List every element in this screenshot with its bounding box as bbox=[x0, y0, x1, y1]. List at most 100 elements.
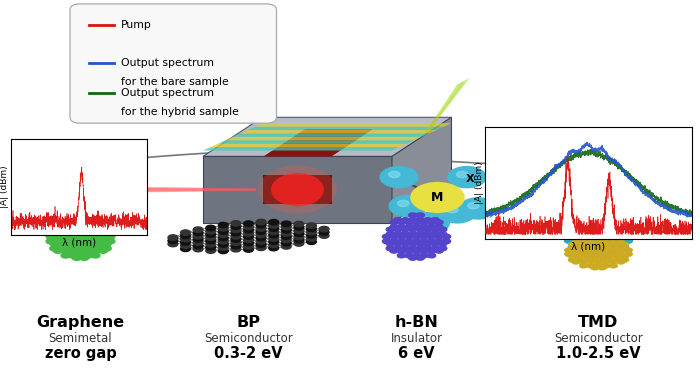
Circle shape bbox=[594, 260, 602, 264]
Circle shape bbox=[594, 252, 602, 256]
Circle shape bbox=[269, 232, 279, 238]
Y-axis label: |A| (dBm): |A| (dBm) bbox=[475, 161, 484, 204]
Circle shape bbox=[91, 253, 100, 258]
Circle shape bbox=[218, 232, 228, 237]
Circle shape bbox=[576, 219, 584, 224]
Circle shape bbox=[218, 248, 228, 254]
Circle shape bbox=[427, 225, 435, 230]
Circle shape bbox=[610, 251, 617, 256]
Circle shape bbox=[256, 242, 266, 247]
Circle shape bbox=[231, 221, 241, 226]
Circle shape bbox=[50, 231, 59, 237]
Circle shape bbox=[390, 234, 398, 239]
Circle shape bbox=[409, 218, 417, 222]
Circle shape bbox=[269, 226, 279, 231]
Circle shape bbox=[602, 251, 610, 256]
Circle shape bbox=[576, 241, 584, 245]
Circle shape bbox=[76, 234, 85, 239]
Text: Pump: Pump bbox=[121, 20, 152, 30]
Circle shape bbox=[617, 239, 625, 243]
Circle shape bbox=[617, 221, 625, 226]
Circle shape bbox=[382, 239, 391, 244]
Circle shape bbox=[193, 227, 203, 232]
Circle shape bbox=[448, 167, 486, 188]
Circle shape bbox=[181, 243, 190, 248]
Circle shape bbox=[390, 220, 398, 225]
Circle shape bbox=[61, 239, 70, 244]
Circle shape bbox=[412, 220, 421, 225]
Circle shape bbox=[583, 219, 592, 224]
Circle shape bbox=[576, 254, 584, 258]
Circle shape bbox=[57, 227, 66, 232]
Circle shape bbox=[610, 234, 617, 239]
Circle shape bbox=[591, 245, 598, 249]
Ellipse shape bbox=[271, 173, 324, 206]
Circle shape bbox=[102, 246, 111, 251]
Circle shape bbox=[80, 255, 89, 260]
Circle shape bbox=[610, 240, 617, 245]
Circle shape bbox=[583, 246, 591, 251]
Circle shape bbox=[416, 218, 424, 222]
Circle shape bbox=[61, 248, 70, 253]
Text: Semiconductor: Semiconductor bbox=[554, 332, 643, 345]
Circle shape bbox=[69, 220, 78, 225]
Circle shape bbox=[583, 232, 592, 237]
Circle shape bbox=[583, 242, 591, 247]
Circle shape bbox=[294, 221, 304, 227]
Circle shape bbox=[386, 246, 395, 251]
Circle shape bbox=[617, 248, 625, 253]
Circle shape bbox=[256, 239, 266, 244]
Polygon shape bbox=[98, 188, 256, 192]
Circle shape bbox=[431, 246, 440, 251]
Circle shape bbox=[613, 235, 621, 239]
Circle shape bbox=[181, 246, 190, 251]
Circle shape bbox=[416, 232, 424, 237]
Circle shape bbox=[72, 227, 81, 232]
Circle shape bbox=[231, 227, 241, 233]
Circle shape bbox=[83, 239, 92, 244]
Circle shape bbox=[580, 264, 587, 268]
Circle shape bbox=[102, 241, 111, 246]
Circle shape bbox=[602, 264, 610, 268]
Polygon shape bbox=[255, 123, 452, 127]
Circle shape bbox=[610, 221, 617, 226]
Circle shape bbox=[572, 226, 580, 230]
Circle shape bbox=[610, 226, 617, 230]
Circle shape bbox=[416, 213, 424, 218]
Circle shape bbox=[398, 200, 409, 206]
Circle shape bbox=[83, 248, 92, 253]
Circle shape bbox=[76, 224, 85, 230]
Circle shape bbox=[435, 239, 443, 244]
Circle shape bbox=[319, 230, 329, 235]
Circle shape bbox=[572, 260, 580, 264]
Circle shape bbox=[294, 237, 304, 243]
Circle shape bbox=[591, 231, 598, 235]
Circle shape bbox=[617, 260, 625, 264]
Circle shape bbox=[409, 241, 417, 246]
Circle shape bbox=[94, 231, 104, 237]
Circle shape bbox=[598, 242, 606, 247]
Circle shape bbox=[390, 225, 398, 230]
Circle shape bbox=[269, 229, 279, 235]
Circle shape bbox=[572, 240, 580, 245]
Circle shape bbox=[244, 240, 253, 246]
Circle shape bbox=[91, 248, 100, 253]
Circle shape bbox=[420, 225, 428, 230]
Circle shape bbox=[431, 218, 440, 222]
Circle shape bbox=[420, 220, 428, 225]
Circle shape bbox=[424, 246, 432, 251]
Circle shape bbox=[231, 240, 241, 246]
Circle shape bbox=[420, 248, 428, 253]
Circle shape bbox=[244, 221, 253, 226]
Circle shape bbox=[598, 265, 606, 270]
Circle shape bbox=[617, 252, 625, 256]
Circle shape bbox=[319, 226, 329, 232]
Circle shape bbox=[102, 231, 111, 237]
Circle shape bbox=[61, 234, 70, 239]
Circle shape bbox=[621, 232, 629, 237]
Circle shape bbox=[594, 221, 603, 226]
Circle shape bbox=[587, 260, 595, 264]
Circle shape bbox=[231, 233, 241, 239]
Circle shape bbox=[587, 221, 595, 226]
Polygon shape bbox=[203, 156, 392, 223]
